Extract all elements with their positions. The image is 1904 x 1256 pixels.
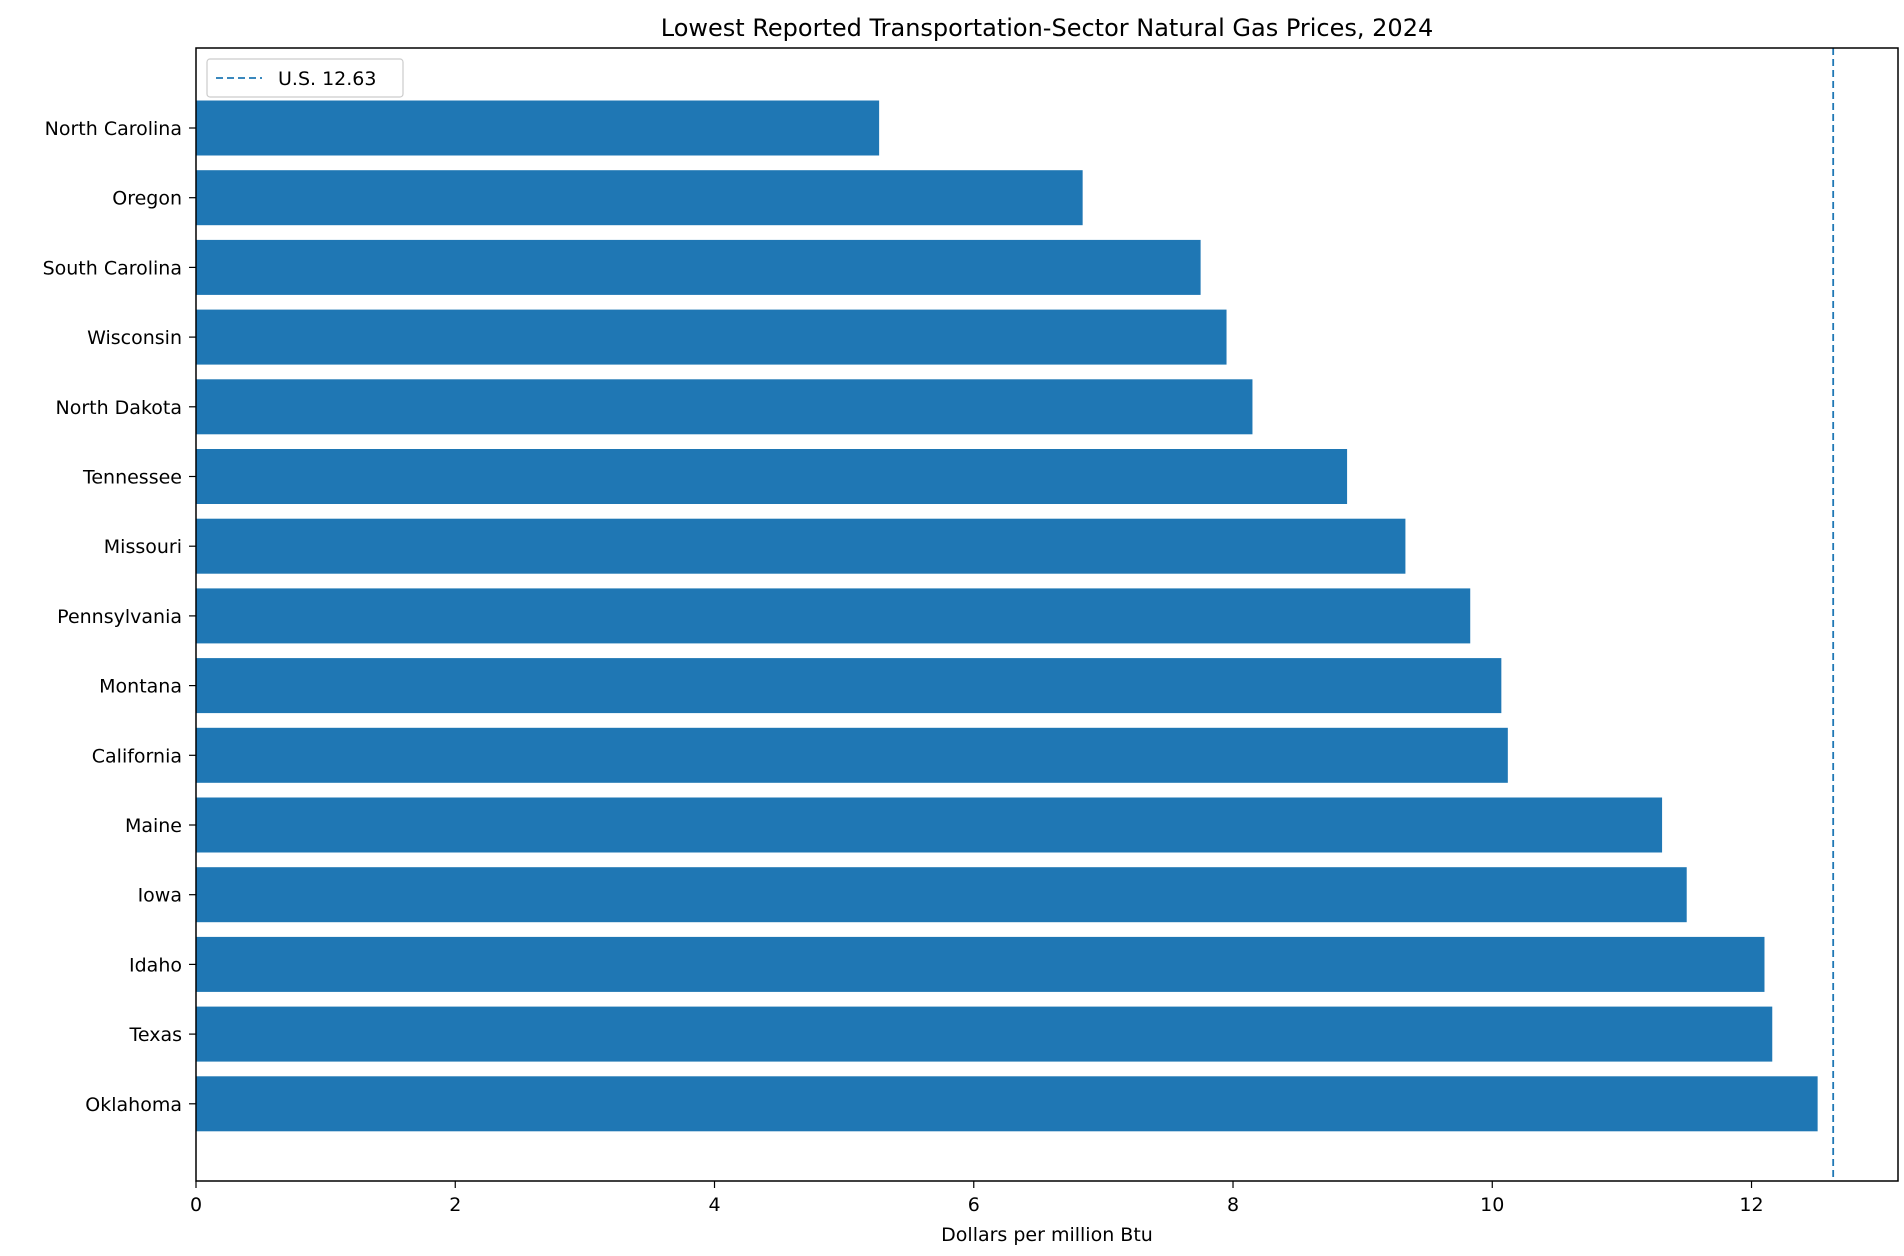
x-tick-label: 4: [708, 1194, 720, 1216]
y-tick-label: Idaho: [129, 954, 182, 976]
y-tick-label: Iowa: [138, 885, 182, 907]
bar: [196, 449, 1348, 504]
bar: [196, 518, 1406, 574]
y-tick-label: North Carolina: [45, 118, 182, 140]
y-tick-label: North Dakota: [56, 397, 183, 419]
y-tick-label: Oklahoma: [85, 1094, 182, 1116]
x-tick-label: 12: [1739, 1194, 1763, 1216]
legend-label: U.S. 12.63: [278, 68, 376, 90]
x-tick-label: 10: [1480, 1194, 1504, 1216]
y-tick-label: South Carolina: [43, 257, 182, 279]
y-tick-label: Wisconsin: [87, 327, 182, 349]
bar: [196, 588, 1471, 644]
legend: U.S. 12.63: [206, 58, 404, 98]
bar: [196, 309, 1227, 365]
bar: [196, 239, 1201, 295]
legend-box: [206, 58, 404, 98]
bar: [196, 727, 1508, 783]
bar: [196, 379, 1253, 435]
x-tick-label: 8: [1227, 1194, 1239, 1216]
y-tick-label: Maine: [125, 815, 182, 837]
x-tick-label: 2: [449, 1194, 461, 1216]
y-tick-label: Pennsylvania: [57, 606, 182, 628]
bar: [196, 1076, 1818, 1132]
x-axis: 0 2 4 6 8 10 12: [190, 1181, 1764, 1216]
bars-layer: [196, 100, 1818, 1132]
y-tick-label: Oregon: [112, 188, 182, 210]
bar: [196, 100, 880, 156]
bar: [196, 658, 1502, 714]
x-axis-label: Dollars per million Btu: [941, 1224, 1153, 1246]
plot-frame: [195, 47, 1899, 1182]
bar: [196, 1006, 1773, 1062]
y-tick-label: California: [92, 745, 182, 767]
bar: [196, 797, 1663, 853]
x-tick-label: 0: [190, 1194, 202, 1216]
y-tick-label: Texas: [128, 1024, 182, 1046]
chart-title: Lowest Reported Transportation-Sector Na…: [661, 14, 1433, 42]
y-axis: North Carolina Oregon South Carolina Wiscon…: [43, 118, 196, 1116]
bar: [196, 867, 1687, 923]
y-tick-label: Missouri: [104, 536, 182, 558]
bar: [196, 170, 1083, 226]
y-tick-label: Montana: [99, 676, 182, 698]
x-tick-label: 6: [968, 1194, 980, 1216]
bar: [196, 936, 1765, 992]
y-tick-label: Tennessee: [82, 467, 182, 489]
